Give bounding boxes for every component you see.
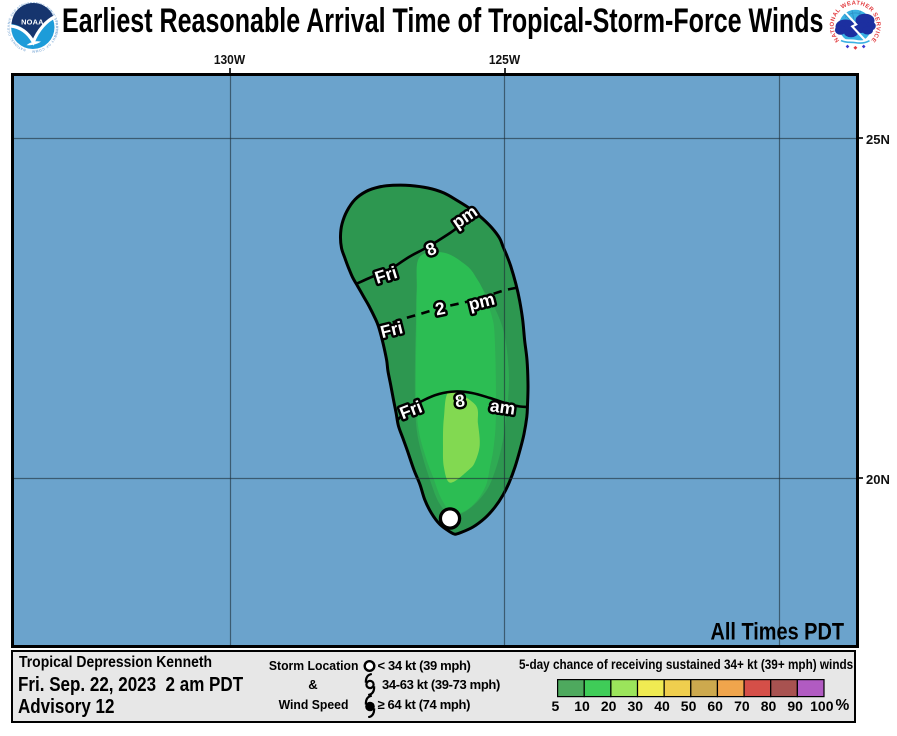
svg-text:All Times PDT: All Times PDT bbox=[711, 619, 845, 646]
svg-text:NOAA: NOAA bbox=[21, 17, 44, 26]
svg-text:am: am bbox=[489, 395, 517, 418]
